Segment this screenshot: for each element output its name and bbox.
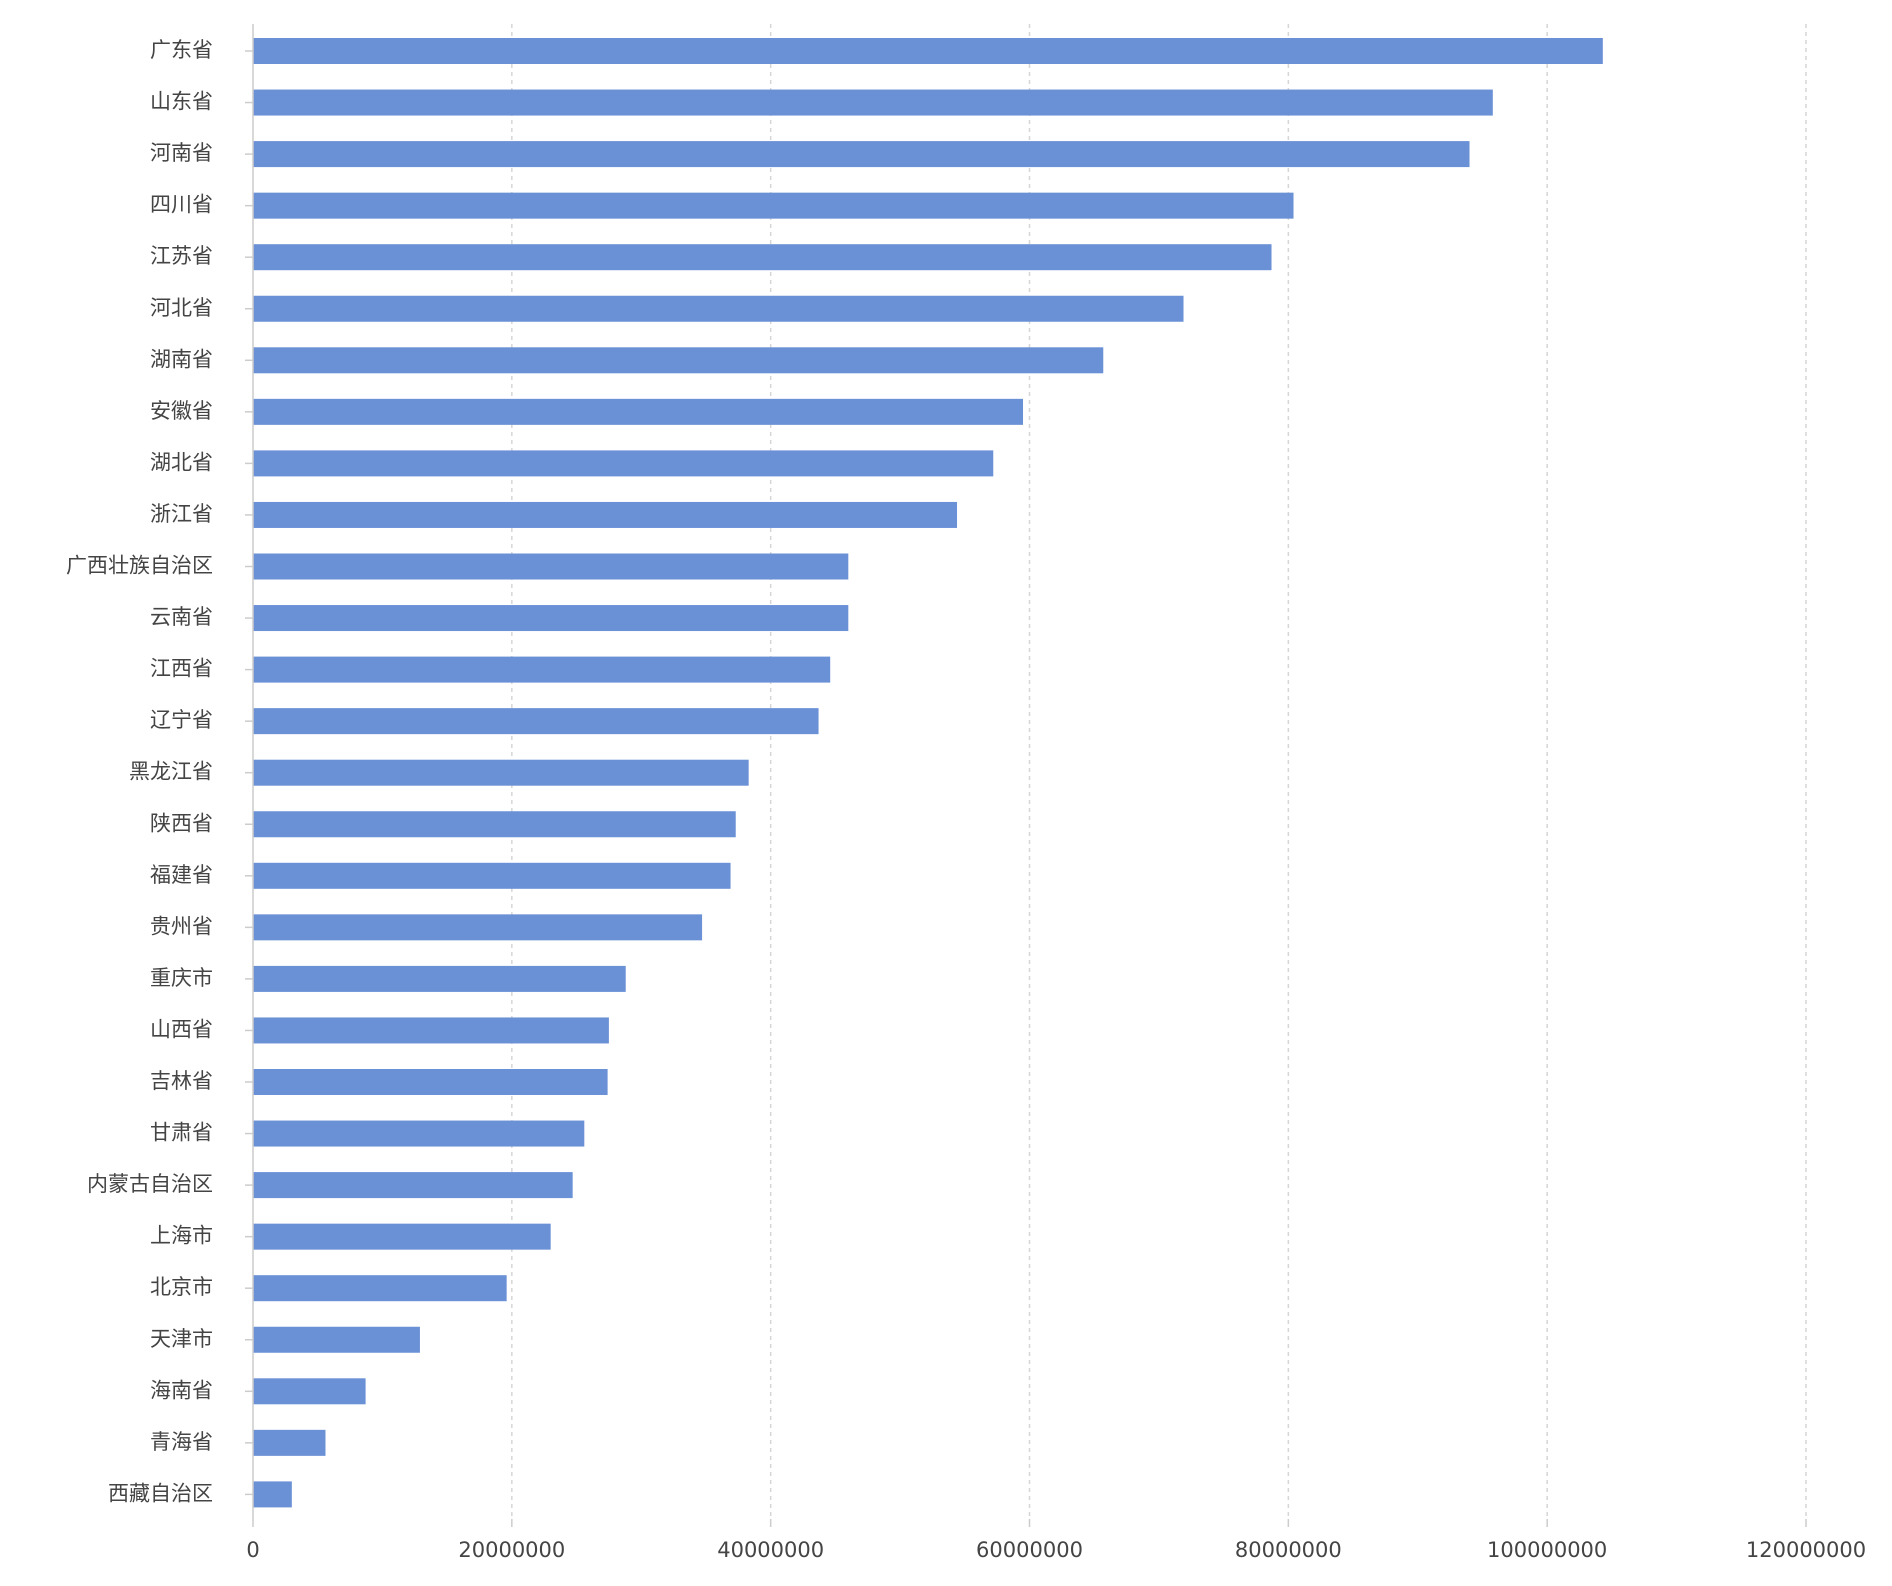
y-tick-label: 湖南省: [150, 347, 213, 371]
bar: [253, 1017, 609, 1044]
bar: [253, 811, 736, 838]
bar: [253, 1481, 292, 1508]
y-tick-label: 海南省: [150, 1378, 213, 1402]
y-tick-label: 北京市: [150, 1275, 213, 1299]
y-tick-label: 广东省: [150, 38, 213, 62]
y-tick-label: 内蒙古自治区: [87, 1172, 213, 1196]
y-tick-label: 黑龙江省: [129, 760, 213, 784]
x-tick-label: 20000000: [458, 1538, 565, 1562]
bar: [253, 141, 1470, 168]
bar: [253, 965, 626, 992]
bar: [253, 1223, 551, 1250]
y-tick-label: 河北省: [150, 296, 213, 320]
bar: [253, 1275, 507, 1302]
bar: [253, 605, 849, 632]
y-tick-label: 山东省: [150, 90, 213, 114]
y-tick-label: 江西省: [150, 657, 213, 681]
bar: [253, 89, 1493, 116]
y-tick-label: 山西省: [150, 1017, 213, 1041]
y-tick-label: 辽宁省: [150, 708, 213, 732]
y-tick-label: 青海省: [150, 1430, 213, 1454]
y-tick-label: 重庆市: [150, 966, 213, 990]
bar: [253, 501, 958, 528]
y-tick-label: 甘肃省: [150, 1121, 213, 1145]
bar: [253, 656, 831, 683]
bar: [253, 450, 994, 477]
bar: [253, 38, 1603, 64]
y-tick-label: 江苏省: [150, 244, 213, 268]
y-tick-label: 西藏自治区: [108, 1481, 213, 1505]
x-tick-label: 120000000: [1746, 1538, 1866, 1562]
y-tick-label: 陕西省: [150, 811, 213, 835]
axes: [245, 24, 1807, 1527]
bar: [253, 347, 1104, 374]
bar: [253, 1378, 366, 1405]
y-tick-label: 贵州省: [150, 914, 213, 938]
y-tick-label: 福建省: [150, 863, 213, 887]
bar: [253, 862, 731, 889]
bar: [253, 192, 1294, 219]
bar: [253, 1429, 326, 1456]
bar: [253, 1172, 573, 1199]
bar: [253, 708, 819, 735]
bar: [253, 398, 1024, 425]
bar: [253, 553, 849, 580]
y-tick-label: 吉林省: [150, 1069, 213, 1093]
x-tick-label: 0: [246, 1538, 259, 1562]
y-tick-label: 广西壮族自治区: [66, 554, 213, 578]
x-tick-label: 80000000: [1235, 1538, 1342, 1562]
bar: [253, 295, 1184, 322]
y-tick-label: 安徽省: [150, 399, 213, 423]
y-tick-label: 河南省: [150, 141, 213, 165]
y-tick-label: 上海市: [150, 1224, 213, 1248]
bar: [253, 244, 1272, 271]
bar: [253, 1326, 420, 1353]
y-tick-label: 浙江省: [150, 502, 213, 526]
bar: [253, 1120, 585, 1147]
bar: [253, 759, 749, 786]
x-tick-label: 40000000: [717, 1538, 824, 1562]
bars: [253, 38, 1603, 1508]
y-tick-label: 天津市: [150, 1327, 213, 1351]
y-tick-label: 湖北省: [150, 450, 213, 474]
labels: 0 20000000 40000000 60000000 80000000 1000000…: [66, 38, 1866, 1562]
x-tick-label: 100000000: [1487, 1538, 1607, 1562]
y-tick-label: 四川省: [150, 193, 213, 217]
y-tick-label: 云南省: [150, 605, 213, 629]
bar: [253, 914, 703, 941]
bar: [253, 1069, 608, 1095]
x-tick-label: 60000000: [976, 1538, 1083, 1562]
